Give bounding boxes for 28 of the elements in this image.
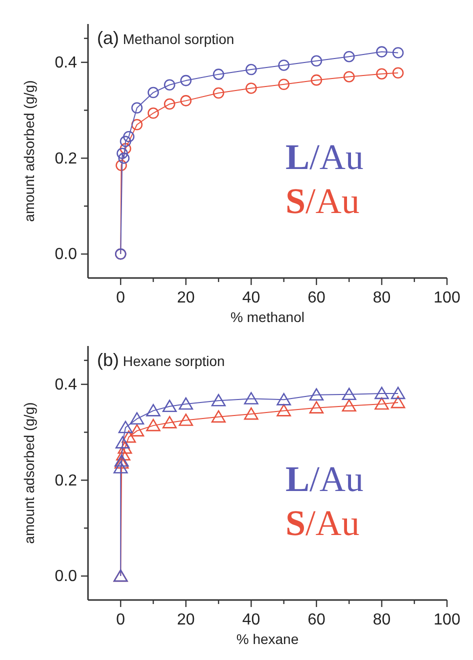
x-axis-title: % methanol bbox=[230, 309, 304, 325]
y-tick-label: 0.4 bbox=[54, 54, 78, 72]
x-axis-title: % hexane bbox=[236, 631, 299, 647]
x-tick-label: 0 bbox=[116, 611, 126, 628]
series-label: L/Au bbox=[285, 136, 364, 177]
y-tick-label: 0.2 bbox=[54, 150, 78, 168]
x-tick-label: 60 bbox=[308, 289, 326, 306]
chart-title: (a) Methanol sorption bbox=[97, 28, 234, 48]
x-tick-label: 60 bbox=[308, 611, 326, 628]
x-tick-label: 40 bbox=[242, 289, 260, 306]
x-tick-label: 80 bbox=[372, 289, 391, 306]
y-tick-label: 0.0 bbox=[54, 246, 78, 264]
x-tick-label: 100 bbox=[434, 289, 460, 306]
y-tick-label: 0.2 bbox=[54, 472, 78, 490]
x-tick-label: 100 bbox=[434, 611, 460, 628]
x-tick-label: 0 bbox=[116, 289, 126, 306]
y-tick-label: 0.4 bbox=[54, 376, 78, 394]
text: S/Au bbox=[285, 502, 360, 543]
y-axis-title: amount adsorbed (g/g) bbox=[21, 80, 37, 222]
text: S/Au bbox=[285, 180, 360, 221]
x-tick-label: 20 bbox=[177, 611, 195, 628]
series-label: L/Au bbox=[285, 458, 364, 499]
x-tick-label: 40 bbox=[242, 611, 260, 628]
y-tick-label: 0.0 bbox=[54, 568, 78, 586]
y-axis-title: amount adsorbed (g/g) bbox=[21, 402, 37, 544]
chart-title: (b) Hexane sorption bbox=[97, 350, 225, 370]
x-tick-label: 20 bbox=[177, 289, 195, 306]
x-tick-label: 80 bbox=[372, 611, 391, 628]
